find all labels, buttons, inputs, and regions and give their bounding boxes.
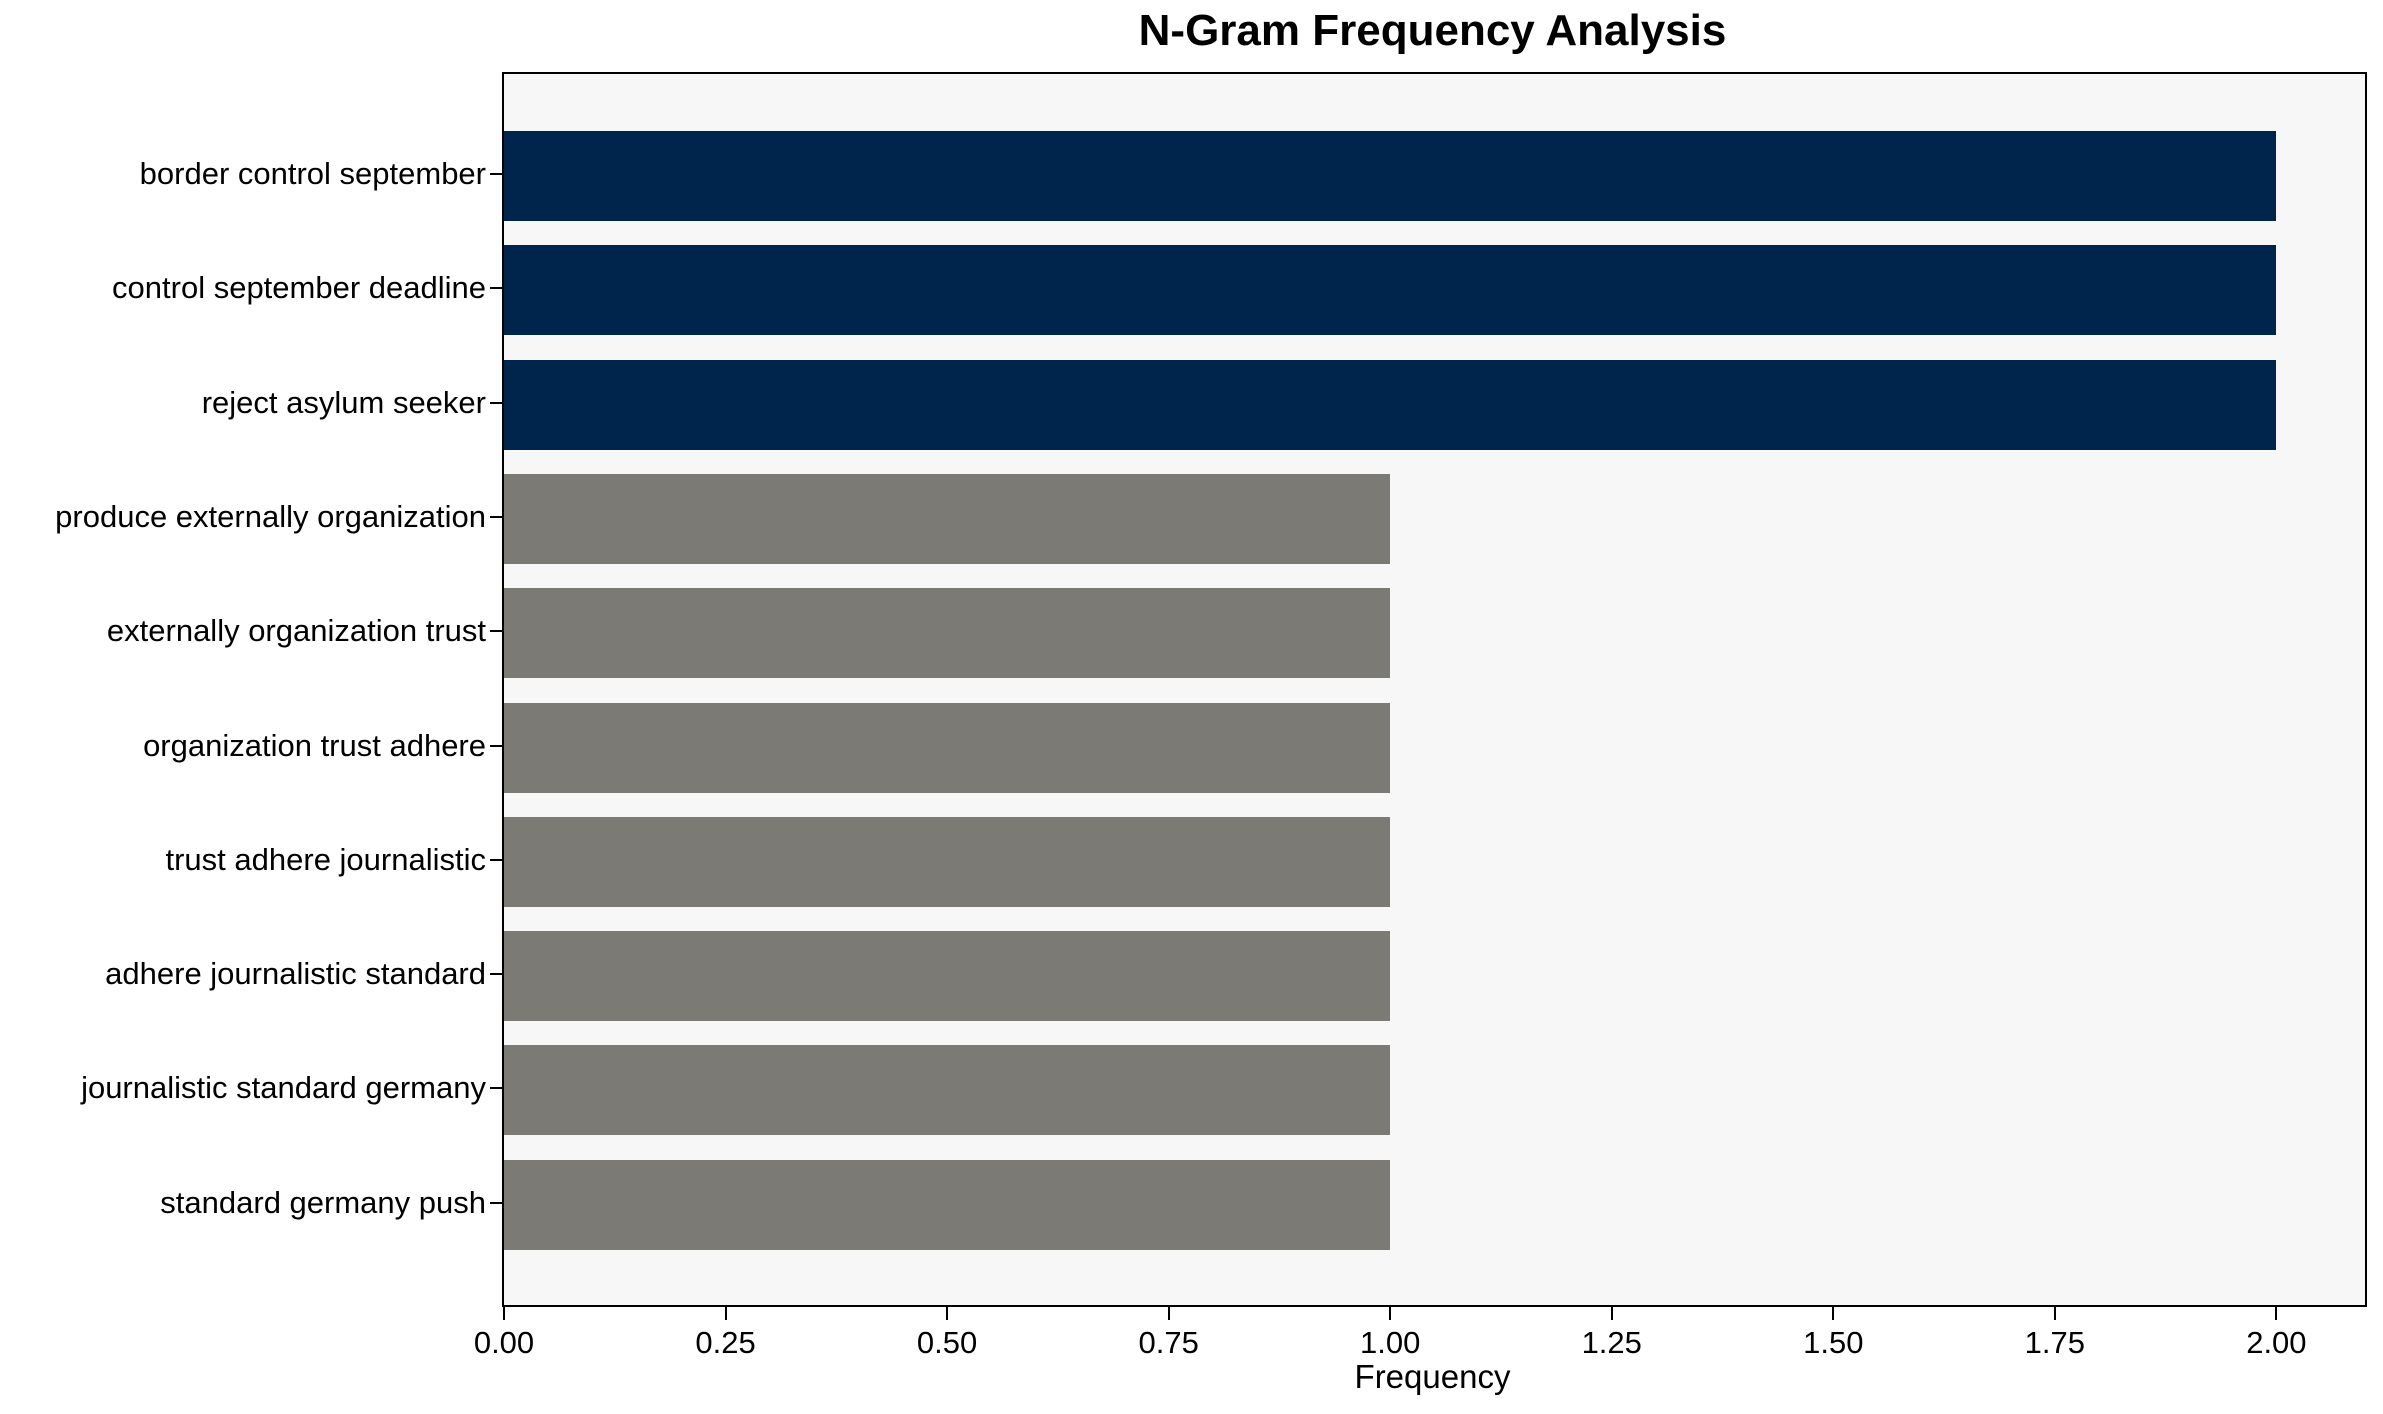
y-tick-label: border control september [139, 156, 486, 191]
y-tick-mark [490, 973, 502, 976]
x-tick-label: 0.00 [473, 1325, 535, 1360]
y-tick-label: standard germany push [160, 1184, 486, 1220]
y-tick-label: produce externally organization [55, 498, 486, 534]
bar [504, 245, 2277, 336]
bar [504, 473, 1391, 564]
y-tick-mark [490, 287, 502, 290]
y-tick-mark [490, 401, 502, 404]
x-tick-label: 1.50 [1803, 1325, 1864, 1360]
y-tick-label: externally organization trust [106, 613, 486, 649]
y-tick-label: adhere journalistic standard [105, 956, 486, 992]
x-tick-mark [1167, 1307, 1170, 1320]
x-tick-label: 1.75 [2024, 1325, 2085, 1360]
y-tick-label: organization trust adhere [143, 727, 486, 763]
chart-title: N-Gram Frequency Analysis [1138, 6, 1727, 55]
x-tick-mark [1832, 1307, 1835, 1320]
x-tick-mark [1389, 1307, 1392, 1320]
x-tick-label: 0.25 [695, 1325, 756, 1360]
x-tick-label: 1.25 [1581, 1325, 1642, 1360]
bar [504, 702, 1391, 793]
x-tick-mark [503, 1307, 505, 1320]
plot-area [502, 72, 2367, 1307]
y-tick-mark [490, 515, 502, 518]
x-tick-mark [2275, 1307, 2278, 1320]
y-tick-mark [490, 630, 502, 633]
x-tick-mark [2053, 1307, 2056, 1320]
x-tick-mark [946, 1307, 949, 1320]
y-tick-mark [490, 744, 502, 747]
bar [504, 816, 1391, 907]
x-tick-label: 2.00 [2246, 1325, 2307, 1360]
x-axis-title: Frequency [1354, 1358, 1511, 1395]
y-tick-mark [490, 1087, 502, 1090]
y-tick-label: reject asylum seeker [201, 384, 486, 420]
bar [504, 131, 2277, 221]
x-tick-label: 0.75 [1138, 1325, 1199, 1360]
y-tick-label: journalistic standard germany [81, 1070, 486, 1106]
x-tick-mark [724, 1307, 727, 1320]
y-tick-mark [490, 173, 502, 175]
bar [504, 1159, 1391, 1250]
x-tick-mark [1610, 1307, 1613, 1320]
x-tick-label: 0.50 [916, 1325, 978, 1360]
bar [504, 359, 2277, 450]
y-tick-mark [490, 858, 502, 861]
y-tick-label: trust adhere journalistic [165, 841, 487, 877]
bar [504, 1045, 1391, 1136]
y-tick-mark [490, 1201, 502, 1204]
x-tick-label: 1.00 [1360, 1325, 1421, 1360]
y-tick-label: control september deadline [112, 270, 486, 306]
bar [504, 931, 1391, 1022]
bar [504, 588, 1391, 679]
